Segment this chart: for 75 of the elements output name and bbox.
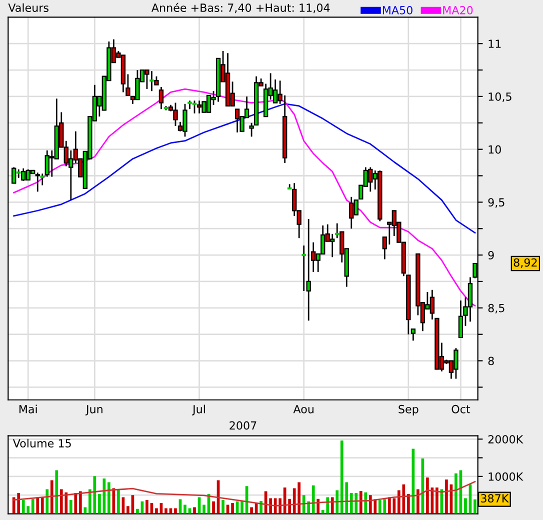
bar	[316, 498, 320, 514]
bar	[426, 477, 429, 514]
x-tick-label: Oct	[452, 404, 470, 414]
x-tick-label: Jun	[85, 405, 102, 416]
line-series	[13, 480, 476, 507]
bar	[454, 473, 458, 514]
x-tick-label: Aou	[293, 405, 314, 414]
bar	[46, 489, 49, 514]
x-tick-label: Mai	[19, 404, 37, 414]
bar	[184, 504, 186, 514]
x-tick-label: Sep	[398, 404, 418, 416]
bar	[250, 507, 253, 514]
line-series	[13, 103, 476, 234]
bar	[126, 506, 130, 514]
candlestick	[12, 166, 16, 184]
bar	[108, 482, 110, 514]
bar	[146, 500, 148, 514]
line-series	[13, 88, 476, 306]
bar	[222, 500, 224, 514]
bar	[174, 508, 177, 514]
x-axis-title: 2007	[230, 421, 256, 430]
bar	[74, 493, 78, 514]
bar	[464, 498, 467, 514]
bar	[330, 497, 334, 514]
bar	[155, 508, 158, 514]
candlestick	[35, 172, 40, 192]
bar	[78, 491, 82, 514]
legend-label: MA20	[443, 6, 473, 14]
text: 387K	[481, 494, 509, 503]
bar	[359, 490, 362, 514]
y-tick-label: 8	[488, 356, 494, 366]
bar	[193, 507, 196, 514]
candlestick	[126, 74, 130, 96]
bar	[117, 489, 120, 514]
chart-title: Valeurs	[8, 3, 48, 12]
bar	[436, 487, 438, 514]
bar	[336, 490, 339, 514]
y-tick-label: 1000K	[488, 472, 524, 481]
bar	[312, 485, 315, 514]
bar	[407, 494, 410, 514]
bar	[474, 499, 476, 514]
candlestick	[410, 328, 416, 342]
bar	[40, 497, 44, 514]
bar	[50, 480, 54, 514]
y-tick-label: 2000K	[488, 435, 524, 444]
bar	[55, 470, 58, 514]
text: 8,92	[514, 258, 537, 268]
bar	[164, 508, 168, 514]
x-tick-label: Jul	[192, 404, 205, 416]
bar	[136, 508, 139, 514]
y-tick-label: 10,5	[488, 92, 512, 102]
bar	[445, 480, 448, 514]
y-tick-label: 10	[488, 145, 501, 154]
bar	[269, 498, 272, 514]
bar	[202, 504, 206, 514]
y-tick-label: 8,5	[488, 304, 504, 314]
bar	[416, 489, 420, 514]
bar	[69, 500, 72, 514]
bar	[212, 501, 215, 514]
bar	[278, 498, 282, 514]
candlestick	[249, 122, 254, 138]
bar	[84, 507, 87, 514]
bar	[36, 497, 40, 514]
y-tick-label: 9,5	[488, 198, 504, 208]
bar	[31, 498, 34, 514]
bar	[231, 503, 234, 514]
bar	[240, 501, 244, 514]
y-tick-label: 11	[488, 40, 501, 48]
legend-label: MA50	[382, 6, 412, 14]
bar	[397, 490, 400, 514]
chart-subtitle: Année +Bas: 7,40 +Haut: 11,04	[151, 2, 330, 14]
bar	[364, 492, 368, 514]
candlestick	[158, 86, 164, 110]
y-tick-label: 9	[488, 251, 494, 260]
chart-title: Volume 15	[12, 438, 71, 448]
